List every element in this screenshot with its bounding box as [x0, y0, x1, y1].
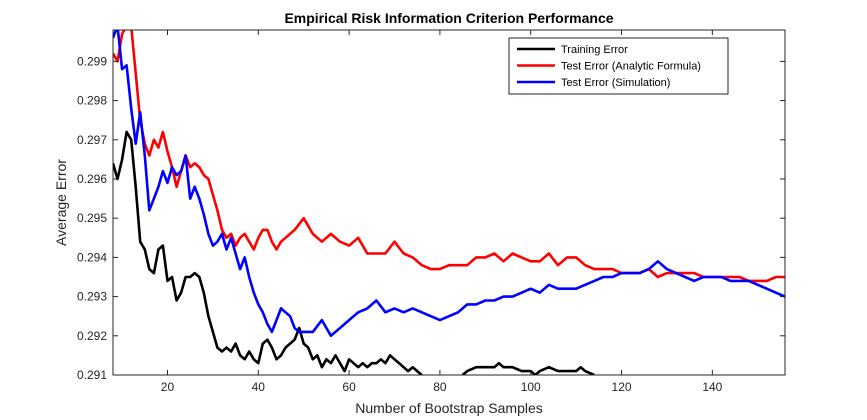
- legend-label-3: Test Error (Simulation): [561, 77, 670, 89]
- y-tick-label: 0.299: [77, 54, 107, 68]
- series-line-3: [113, 30, 785, 338]
- legend-label-2: Test Error (Analytic Formula): [561, 61, 701, 73]
- x-tick-label: 60: [342, 380, 356, 394]
- x-tick-label: 140: [702, 380, 722, 394]
- y-tick-label: 0.293: [77, 290, 107, 304]
- y-axis-label: Average Error: [53, 159, 69, 246]
- x-axis: 20 40 60 80 100 120 140: [161, 30, 723, 394]
- y-tick-label: 0.291: [77, 368, 107, 382]
- x-tick-label: 40: [252, 380, 266, 394]
- x-tick-label: 100: [521, 380, 541, 394]
- y-tick-label: 0.298: [77, 94, 107, 108]
- x-tick-label: 80: [433, 380, 447, 394]
- x-axis-label: Number of Bootstrap Samples: [355, 400, 543, 416]
- y-tick-label: 0.295: [77, 211, 107, 225]
- axes-box: [112, 29, 786, 376]
- chart-title: Empirical Risk Information Criterion Per…: [284, 10, 613, 26]
- series-layer: [113, 30, 785, 375]
- x-tick-label: 120: [612, 380, 632, 394]
- y-axis: 0.291 0.292 0.293 0.294 0.295 0.296 0.297 0.298…: [77, 54, 785, 382]
- y-tick-label: 0.296: [77, 172, 107, 186]
- y-tick-label: 0.297: [77, 133, 107, 147]
- legend-label-1: Training Error: [561, 44, 628, 56]
- y-tick-label: 0.294: [77, 250, 107, 264]
- y-tick-label: 0.292: [77, 329, 107, 343]
- x-tick-label: 20: [161, 380, 175, 394]
- legend: Training Error Test Error (Analytic Formu…: [508, 37, 729, 95]
